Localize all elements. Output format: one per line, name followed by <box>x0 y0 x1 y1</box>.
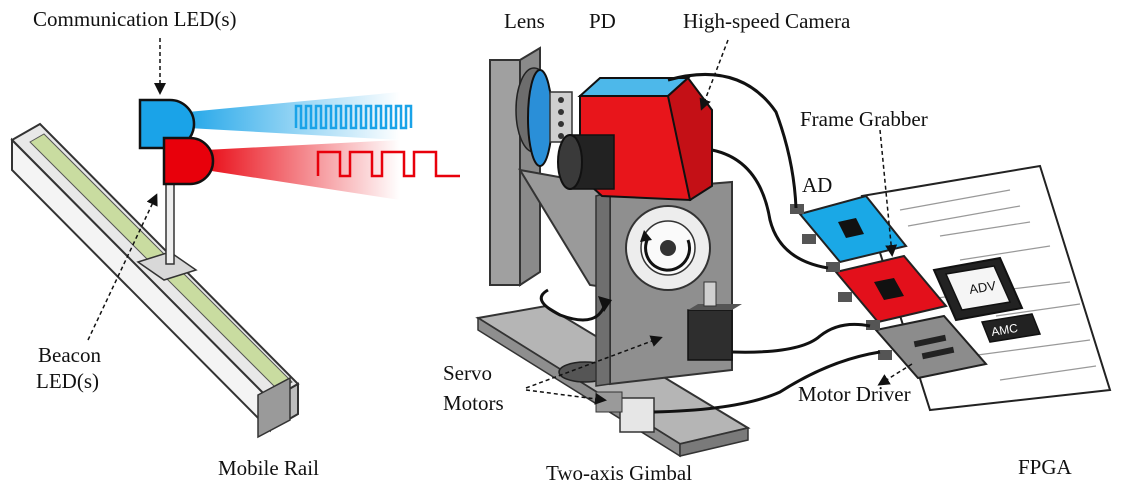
servo-motors-label-line2: Motors <box>443 391 504 415</box>
low-frequency-waveform <box>316 150 460 178</box>
servo-motors-label-line1: Servo <box>443 361 492 385</box>
high-frequency-waveform <box>294 104 413 130</box>
two-axis-gimbal <box>475 46 751 458</box>
mobile-rail-label: Mobile Rail <box>218 456 319 480</box>
two-axis-gimbal-label: Two-axis Gimbal <box>546 461 693 485</box>
fpga-label: FPGA <box>1018 455 1072 479</box>
beacon-led-icon <box>162 136 215 186</box>
motor-driver-board <box>866 314 988 380</box>
ad-board <box>790 194 908 264</box>
blue-light-beam <box>188 92 400 140</box>
frame-grabber-board <box>826 254 948 324</box>
lens-label: Lens <box>504 9 545 33</box>
pd-label: PD <box>589 9 616 33</box>
mobile-rail <box>10 122 300 439</box>
cables <box>653 73 881 414</box>
motor-driver-label: Motor Driver <box>798 382 911 406</box>
high-speed-camera-label: High-speed Camera <box>683 9 851 33</box>
chip-amc-text: AMC <box>990 321 1019 339</box>
beacon-led-label-line2: LED(s) <box>36 369 99 393</box>
ad-label: AD <box>802 173 833 197</box>
communication-led-label: Communication LED(s) <box>33 7 237 31</box>
frame-grabber-label: Frame Grabber <box>800 107 928 131</box>
beacon-led-label-line1: Beacon <box>38 343 101 367</box>
chip-adv-text: ADV <box>968 278 997 297</box>
